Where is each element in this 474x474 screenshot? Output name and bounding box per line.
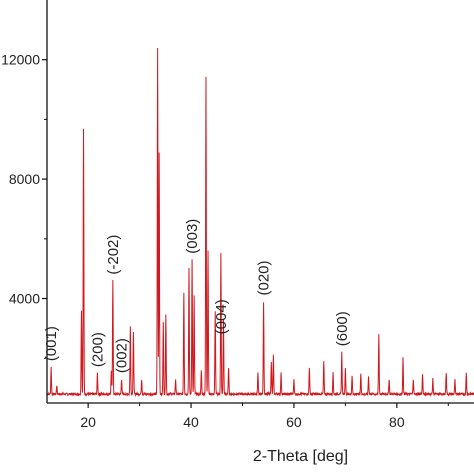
x-tick-label: 80 [389, 414, 405, 430]
peak-label: (002) [114, 338, 131, 373]
peak-label: (600) [334, 311, 351, 346]
peak-label: (200) [89, 332, 106, 367]
y-tick-label: 8000 [9, 171, 40, 187]
peak-label: (020) [256, 260, 273, 295]
xrd-series-line [46, 47, 474, 398]
y-tick-label: 12000 [1, 52, 40, 68]
peak-label: (004) [213, 299, 230, 334]
x-tick-label: 40 [183, 414, 199, 430]
x-tick-label: 20 [80, 414, 96, 430]
peak-label: (003) [184, 219, 201, 254]
peak-label: (-202) [105, 235, 122, 275]
y-tick-label: 4000 [9, 291, 40, 307]
peak-label: (001) [43, 326, 60, 361]
x-axis-title: 2-Theta [deg] [253, 448, 348, 465]
x-tick-label: 60 [286, 414, 302, 430]
